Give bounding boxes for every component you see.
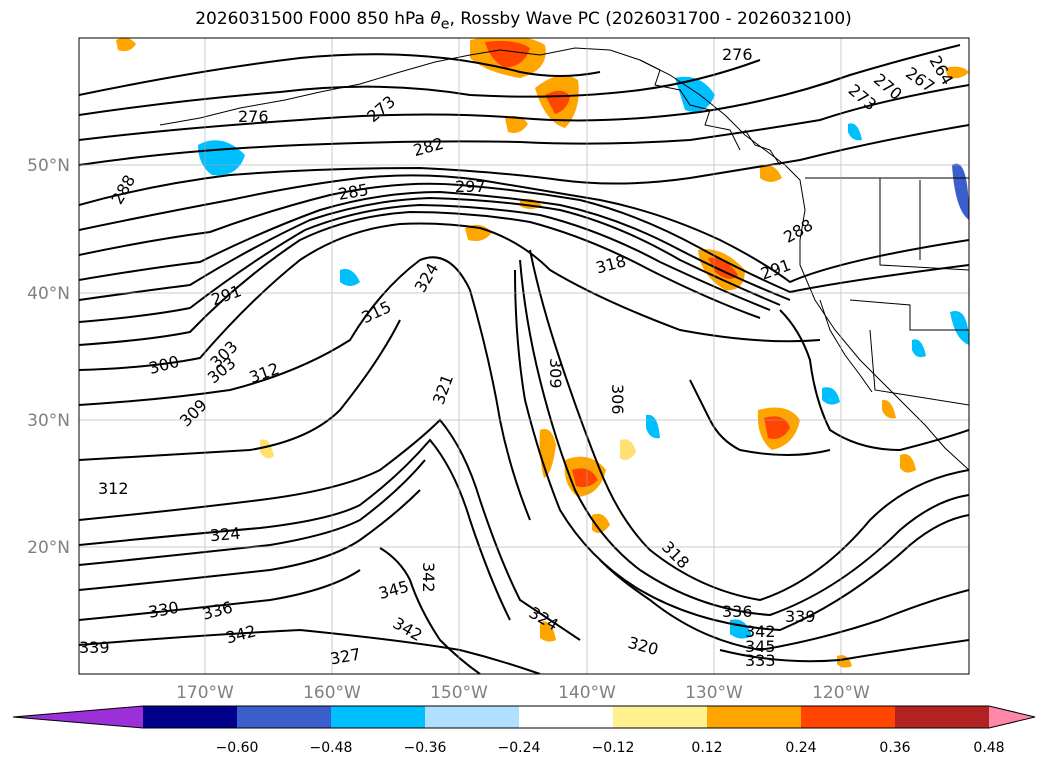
contour-label: 309 xyxy=(546,358,565,389)
map-title: 2026031500 F000 850 hPa θe, Rossby Wave … xyxy=(195,9,852,33)
colorbar-tick-label: 0.48 xyxy=(973,740,1004,756)
colorbar-tick-label: −0.12 xyxy=(592,740,635,756)
lat-label: 30°N xyxy=(27,411,70,431)
positive-anomaly-patch xyxy=(900,454,916,473)
colorbar-tick-label: −0.48 xyxy=(310,740,353,756)
colorbar-extension-low xyxy=(13,706,143,728)
latitude-labels: 50°N 40°N 30°N 20°N xyxy=(27,156,70,558)
negative-anomaly-patch xyxy=(340,268,360,286)
negative-anomaly-patch xyxy=(912,339,926,358)
colorbar-segment xyxy=(425,706,520,728)
positive-anomaly-patch xyxy=(485,40,530,68)
theta-e-contours xyxy=(79,44,969,674)
colorbar-segment xyxy=(707,706,802,728)
contour-label: 276 xyxy=(722,45,753,64)
lat-label: 50°N xyxy=(27,156,70,176)
contour-label: 276 xyxy=(238,107,269,126)
colorbar-tick-label: 0.24 xyxy=(785,740,816,756)
contour-label: 336 xyxy=(722,602,753,621)
positive-anomaly-patch xyxy=(945,66,969,79)
gridlines xyxy=(79,38,969,674)
contour-label: 342 xyxy=(745,622,776,641)
positive-anomaly-patch xyxy=(116,38,136,52)
colorbar-segment xyxy=(331,706,426,728)
contour-label: 324 xyxy=(209,524,241,546)
lon-label: 150°W xyxy=(430,683,488,703)
map-layers xyxy=(79,38,969,674)
contour-label: 342 xyxy=(419,562,438,593)
positive-anomaly-patch xyxy=(260,439,274,459)
contour-label: 312 xyxy=(98,479,129,498)
negative-anomaly-patch xyxy=(646,414,660,439)
colorbar-segment xyxy=(895,706,990,728)
colorbar-segment xyxy=(801,706,896,728)
lon-label: 120°W xyxy=(812,683,870,703)
longitude-labels: 170°W 160°W 150°W 140°W 130°W 120°W xyxy=(176,683,870,703)
lon-label: 160°W xyxy=(303,683,361,703)
positive-anomaly-patch xyxy=(505,116,528,133)
colorbar-segment xyxy=(519,706,614,728)
colorbar-tick-label: 0.36 xyxy=(879,740,910,756)
positive-anomaly-patch xyxy=(572,468,598,488)
contour-label: 333 xyxy=(745,651,776,670)
colorbar-segment xyxy=(613,706,708,728)
positive-anomaly-patch xyxy=(882,399,896,419)
colorbar-tick-label: 0.12 xyxy=(691,740,722,756)
colorbar-tick-label: −0.60 xyxy=(216,740,259,756)
positive-anomaly-patch xyxy=(540,621,556,642)
colorbar: −0.60 −0.48 −0.36 −0.24 −0.12 0.12 0.24 0.36 0.4… xyxy=(12,705,1036,756)
colorbar-extension-high xyxy=(989,706,1035,728)
colorbar-tick-label: −0.24 xyxy=(498,740,541,756)
lon-label: 140°W xyxy=(558,683,616,703)
positive-anomaly-patch xyxy=(592,513,610,534)
negative-anomaly-patch xyxy=(950,310,969,345)
colorbar-segment xyxy=(237,706,332,728)
lon-label: 130°W xyxy=(685,683,743,703)
positive-anomaly-patch xyxy=(764,416,790,439)
coastlines xyxy=(159,47,969,471)
negative-anomaly-patch xyxy=(848,123,862,141)
negative-anomaly-patch xyxy=(822,387,840,405)
colorbar-tick-label: −0.36 xyxy=(404,740,447,756)
colorbar-outline xyxy=(12,705,1036,729)
positive-anomaly-patch xyxy=(620,439,636,460)
plot-frame xyxy=(78,37,970,675)
colorbar-segment xyxy=(143,706,238,728)
contour-label: 339 xyxy=(785,607,816,626)
lat-label: 20°N xyxy=(27,538,70,558)
contour-label: 339 xyxy=(79,638,110,657)
contour-label: 345 xyxy=(745,637,776,656)
positive-anomaly-patch xyxy=(760,164,782,182)
lat-label: 40°N xyxy=(27,284,70,304)
contour-label: 297 xyxy=(455,177,486,196)
contour-label: 306 xyxy=(608,384,627,415)
lon-label: 170°W xyxy=(176,683,234,703)
